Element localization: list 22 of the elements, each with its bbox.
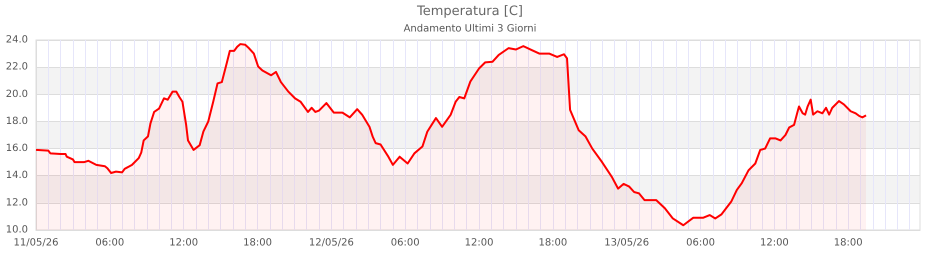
y-tick-label: 20.0 xyxy=(6,88,28,100)
x-tick-label: 06:00 xyxy=(686,238,715,248)
x-tick-label: 12:00 xyxy=(169,238,198,248)
x-tick-label: 18:00 xyxy=(834,238,863,248)
x-tick-label: 11/05/26 xyxy=(14,238,58,248)
chart-title: Temperatura [C] xyxy=(416,4,523,19)
y-tick-label: 24.0 xyxy=(6,34,28,46)
x-tick-label: 12:00 xyxy=(464,238,494,248)
x-tick-label: 18:00 xyxy=(538,238,568,248)
x-tick-label: 06:00 xyxy=(390,238,420,248)
y-tick-label: 16.0 xyxy=(6,143,28,154)
y-tick-label: 18.0 xyxy=(6,116,28,127)
x-tick-label: 13/05/26 xyxy=(604,238,650,248)
x-tick-label: 18:00 xyxy=(243,238,272,248)
x-tick-label: 12/05/26 xyxy=(308,238,354,248)
y-tick-label: 14.0 xyxy=(6,170,28,182)
y-tick-label: 12.0 xyxy=(6,197,28,208)
y-tick-label: 22.0 xyxy=(6,62,28,73)
chart-subtitle: Andamento Ultimi 3 Giorni xyxy=(404,24,536,34)
y-tick-label: 10.0 xyxy=(6,224,28,236)
x-tick-label: 06:00 xyxy=(95,238,124,248)
x-tick-label: 12:00 xyxy=(760,238,789,248)
